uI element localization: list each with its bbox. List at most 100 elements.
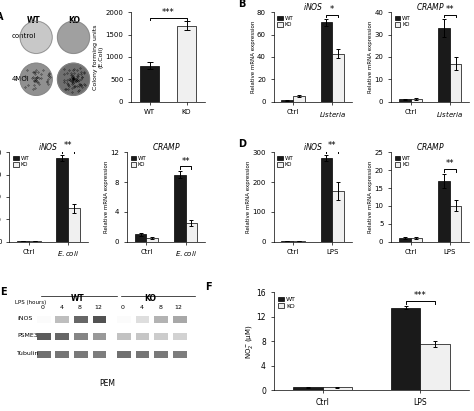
Title: $\it{iNOS}$: $\it{iNOS}$ — [302, 141, 323, 152]
Bar — [410, 99, 422, 102]
Y-axis label: Relative mRNA expression: Relative mRNA expression — [368, 161, 373, 233]
Title: $\it{CRAMP}$: $\it{CRAMP}$ — [416, 0, 445, 12]
Bar — [322, 388, 352, 390]
Bar — [29, 241, 41, 242]
Y-axis label: Relative mRNA expression: Relative mRNA expression — [104, 161, 109, 233]
Legend: WT, KO: WT, KO — [394, 15, 412, 28]
Text: ***: *** — [414, 291, 427, 300]
Legend: WT, KO: WT, KO — [130, 155, 148, 169]
Bar — [332, 191, 344, 242]
FancyBboxPatch shape — [117, 316, 131, 323]
Bar — [450, 64, 461, 102]
FancyBboxPatch shape — [154, 333, 168, 340]
Text: **: ** — [328, 141, 337, 150]
FancyBboxPatch shape — [74, 316, 88, 323]
Text: E: E — [0, 287, 6, 298]
Title: $\it{CRAMP}$: $\it{CRAMP}$ — [152, 141, 181, 152]
FancyBboxPatch shape — [37, 333, 51, 340]
Y-axis label: Relative mRNA expression: Relative mRNA expression — [251, 21, 255, 93]
Bar — [56, 158, 68, 242]
FancyBboxPatch shape — [154, 316, 168, 323]
Text: Tubulin: Tubulin — [18, 351, 40, 356]
Text: 4: 4 — [59, 305, 64, 309]
FancyBboxPatch shape — [173, 333, 187, 340]
Text: A: A — [0, 12, 4, 22]
Bar — [293, 388, 322, 390]
Text: WT: WT — [27, 16, 40, 25]
Text: **: ** — [446, 5, 454, 14]
Bar — [68, 208, 80, 242]
Legend: WT, KO: WT, KO — [276, 155, 294, 169]
Y-axis label: Relative mRNA expression: Relative mRNA expression — [246, 161, 251, 233]
Text: 12: 12 — [175, 305, 182, 309]
Bar — [174, 175, 185, 242]
Bar — [320, 158, 332, 242]
FancyBboxPatch shape — [136, 333, 149, 340]
Text: WT: WT — [71, 294, 85, 303]
Circle shape — [20, 63, 52, 95]
Legend: WT, KO: WT, KO — [277, 296, 297, 310]
Title: $\it{iNOS}$: $\it{iNOS}$ — [38, 141, 59, 152]
FancyBboxPatch shape — [136, 351, 149, 358]
Text: PSME3: PSME3 — [18, 333, 38, 338]
Text: D: D — [238, 139, 246, 149]
Y-axis label: Relative mRNA expression: Relative mRNA expression — [368, 21, 373, 93]
Bar — [320, 22, 332, 102]
Text: F: F — [205, 282, 212, 293]
Bar — [293, 241, 305, 242]
Bar — [185, 223, 197, 242]
Text: KO: KO — [145, 294, 156, 303]
Bar — [140, 66, 159, 102]
Bar — [391, 307, 420, 390]
Text: B: B — [238, 0, 246, 9]
Bar — [399, 99, 410, 102]
Bar — [146, 238, 158, 242]
FancyBboxPatch shape — [117, 351, 131, 358]
Bar — [293, 96, 305, 102]
Text: 4MOI: 4MOI — [11, 76, 29, 82]
Text: control: control — [11, 33, 36, 39]
FancyBboxPatch shape — [173, 351, 187, 358]
FancyBboxPatch shape — [136, 316, 149, 323]
FancyBboxPatch shape — [55, 351, 69, 358]
Title: $\it{iNOS}$: $\it{iNOS}$ — [302, 0, 323, 12]
Circle shape — [20, 21, 52, 53]
Bar — [438, 181, 450, 242]
Text: LPS (hours): LPS (hours) — [15, 300, 46, 305]
Bar — [420, 344, 450, 390]
Text: **: ** — [64, 141, 73, 150]
Bar — [177, 26, 196, 102]
Text: *: * — [330, 5, 335, 14]
FancyBboxPatch shape — [74, 351, 88, 358]
Y-axis label: NO$_2^-$(μM): NO$_2^-$(μM) — [244, 324, 255, 358]
Legend: WT, KO: WT, KO — [276, 15, 294, 28]
Circle shape — [57, 63, 90, 95]
Text: 8: 8 — [78, 305, 82, 309]
Bar — [282, 100, 293, 102]
Text: 0: 0 — [121, 305, 125, 309]
Bar — [332, 53, 344, 102]
Text: 12: 12 — [95, 305, 102, 309]
Text: 4: 4 — [139, 305, 144, 309]
FancyBboxPatch shape — [74, 333, 88, 340]
Bar — [18, 241, 29, 242]
Text: PEM: PEM — [100, 379, 115, 388]
Text: KO: KO — [68, 16, 81, 25]
Y-axis label: Colony forming units
(E.Coli): Colony forming units (E.Coli) — [93, 24, 104, 90]
FancyBboxPatch shape — [92, 316, 106, 323]
FancyBboxPatch shape — [55, 316, 69, 323]
Text: 0: 0 — [41, 305, 45, 309]
Text: iNOS: iNOS — [18, 316, 33, 321]
Title: $\it{CRAMP}$: $\it{CRAMP}$ — [416, 141, 445, 152]
Text: ***: *** — [162, 8, 174, 17]
Bar — [410, 238, 422, 242]
FancyBboxPatch shape — [37, 316, 51, 323]
FancyBboxPatch shape — [154, 351, 168, 358]
FancyBboxPatch shape — [55, 333, 69, 340]
Text: 8: 8 — [158, 305, 162, 309]
Bar — [135, 234, 146, 242]
Legend: WT, KO: WT, KO — [12, 155, 30, 169]
Bar — [450, 206, 461, 242]
Bar — [438, 28, 450, 102]
Bar — [399, 238, 410, 242]
